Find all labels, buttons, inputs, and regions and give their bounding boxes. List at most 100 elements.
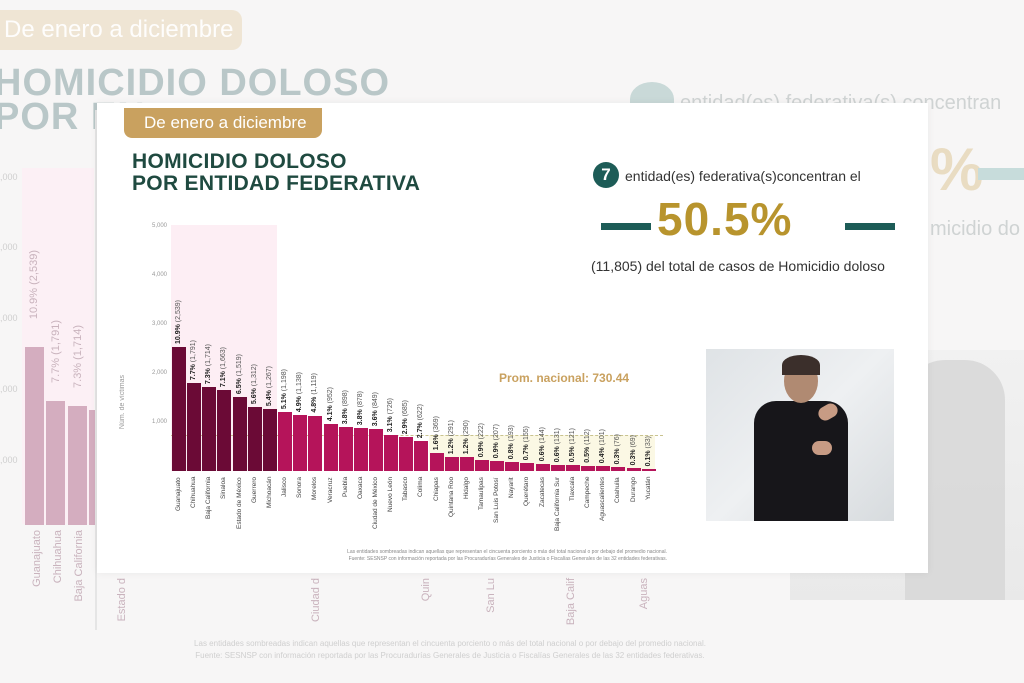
x-axis-label: Sonora	[296, 477, 304, 498]
bar	[520, 463, 535, 471]
bar	[444, 456, 459, 471]
x-axis-label: Coahuila	[614, 477, 622, 503]
bar-value-label: 4.9% (1,138)	[296, 372, 304, 413]
x-axis-label: Baja California Sur	[553, 477, 561, 532]
background-bar-label: 7.3% (1,714)	[72, 325, 84, 388]
background-divider	[95, 110, 97, 630]
y-axis-label: Núm. de víctimas	[119, 375, 126, 430]
bar-value-label: 6.5% (1,519)	[235, 353, 243, 394]
bar	[368, 429, 383, 471]
y-tick: 3,000	[151, 321, 167, 327]
x-axis-label: Nuevo León	[387, 477, 395, 513]
background-bar-label: 10.9% (2,539)	[28, 250, 40, 320]
background-footnote: Las entidades sombreadas indican aquella…	[194, 639, 706, 660]
bar	[414, 440, 429, 471]
bar-value-label: 0.5% (121)	[568, 428, 576, 463]
bar	[535, 463, 550, 471]
background-bar	[25, 347, 44, 525]
bar-value-label: 0.5% (112)	[584, 428, 592, 463]
bar-value-label: 5.6% (1,312)	[250, 363, 258, 404]
bar	[399, 437, 414, 471]
bar-value-label: 3.8% (898)	[341, 389, 349, 425]
x-axis-label: Yucatán	[644, 477, 652, 501]
x-axis-label: Guanajuato	[175, 477, 182, 511]
summary-text: entidad(es) federativa(s)concentran el	[625, 168, 861, 184]
x-axis-label: Oaxaca	[356, 477, 364, 500]
x-axis-label: Baja California	[205, 477, 213, 520]
x-axis-label: Puebla	[341, 477, 349, 498]
bar-value-label: 0.3% (69)	[629, 434, 637, 465]
bar-value-label: 3.6% (849)	[371, 392, 379, 427]
bar-value-label: 4.8% (1,119)	[311, 373, 319, 413]
background-x-label: Quin	[420, 578, 432, 602]
background-x-label: San Lu	[485, 578, 497, 613]
x-axis-label: Querétaro	[523, 477, 531, 507]
x-axis-label: Sinaloa	[220, 477, 228, 499]
right-dash-decoration	[845, 223, 895, 230]
background-title: HOMICIDIO DOLOSO POR EN	[0, 62, 390, 138]
x-axis-label: Durango	[629, 477, 637, 502]
bar	[641, 469, 656, 471]
footnote: Las entidades sombreadas indican aquella…	[347, 549, 667, 562]
background-bar-label: 7.7% (1,791)	[50, 320, 62, 383]
x-axis-label: Aguascalientes	[599, 477, 607, 522]
bar	[172, 346, 186, 471]
interpreter-figure	[754, 401, 848, 521]
x-axis-label: Chihuahua	[190, 477, 198, 509]
bar-value-label: 7.3% (1,714)	[205, 344, 213, 385]
background-x-label: Estado d	[116, 578, 128, 622]
bar-value-label: 0.3% (76)	[614, 434, 622, 465]
x-axis-label: Chiapas	[432, 477, 440, 501]
bar	[323, 424, 338, 471]
x-axis-label: Nayarit	[508, 477, 516, 498]
bar	[475, 460, 489, 471]
bar-value-label: 0.4% (101)	[599, 429, 607, 464]
x-axis-label: Morelos	[311, 477, 319, 501]
x-axis-label: Jalisco	[281, 477, 289, 497]
bar	[278, 412, 293, 471]
bar	[581, 465, 596, 471]
bar	[490, 460, 505, 471]
bar	[550, 464, 565, 471]
x-axis-label: Michoacán	[265, 477, 273, 509]
bar-value-label: 0.6% (131)	[553, 427, 561, 462]
bar	[247, 406, 262, 471]
bar	[217, 389, 232, 471]
background-bar	[46, 401, 65, 525]
bar-value-label: 10.9% (2,539)	[175, 299, 182, 344]
background-summary-text: micidio do	[930, 218, 1021, 240]
x-axis-label: Ciudad de México	[371, 477, 379, 530]
background-percent: %	[930, 136, 984, 203]
bar-value-label: 2.9% (685)	[402, 400, 410, 435]
bar	[293, 415, 308, 471]
x-axis-label: Guerrero	[250, 477, 258, 504]
bar-value-label: 1.2% (291)	[447, 419, 455, 454]
bar	[505, 461, 520, 471]
background-dash	[978, 168, 1024, 180]
bar	[611, 467, 626, 471]
bar	[308, 416, 323, 471]
bar-value-label: 0.1% (33)	[644, 436, 652, 467]
background-ytick: ,000	[0, 242, 18, 252]
background-x-label: Baja California	[73, 530, 85, 602]
summary-detail: (11,805) del total de casos de Homicidio…	[591, 258, 885, 274]
bar	[596, 466, 611, 471]
background-x-label: Ciudad d	[310, 578, 322, 623]
bar-value-label: 0.6% (144)	[538, 426, 546, 462]
sign-language-interpreter-video	[706, 349, 894, 521]
bar	[384, 435, 399, 471]
x-axis-label: Tamaulipas	[478, 477, 485, 510]
bar-value-label: 4.1% (952)	[326, 387, 334, 422]
x-axis-label: Tlaxcala	[568, 477, 576, 502]
left-dash-decoration	[601, 223, 651, 230]
bar-value-label: 0.7% (155)	[523, 426, 531, 461]
page-title: HOMICIDIO DOLOSO POR ENTIDAD FEDERATIVA	[132, 150, 421, 195]
bar	[565, 465, 580, 471]
x-axis-label: San Luis Potosí	[493, 477, 501, 523]
bar-value-label: 3.8% (878)	[356, 390, 364, 426]
bar	[429, 452, 444, 471]
bar	[353, 427, 368, 471]
y-tick: 2,000	[151, 370, 167, 376]
background-ytick: ,000	[0, 172, 18, 182]
bar-value-label: 0.9% (222)	[478, 423, 485, 458]
